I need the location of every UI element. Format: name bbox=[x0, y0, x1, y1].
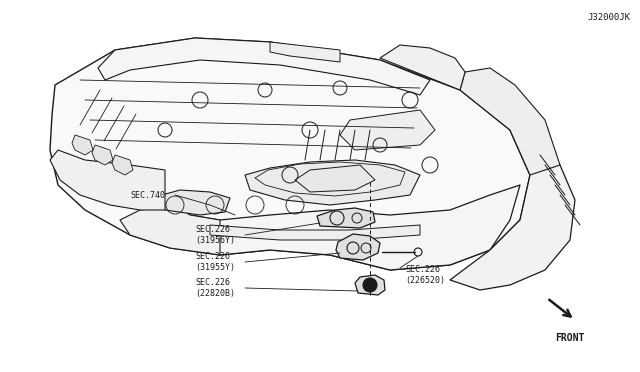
Text: SEC.226
(31955Y): SEC.226 (31955Y) bbox=[195, 252, 235, 272]
Polygon shape bbox=[245, 160, 420, 205]
Polygon shape bbox=[380, 45, 465, 90]
Polygon shape bbox=[210, 225, 420, 240]
Polygon shape bbox=[120, 205, 220, 255]
Polygon shape bbox=[50, 38, 530, 270]
Polygon shape bbox=[295, 165, 375, 192]
Text: J32000JK: J32000JK bbox=[587, 13, 630, 22]
Polygon shape bbox=[340, 110, 435, 150]
Text: FRONT: FRONT bbox=[555, 333, 584, 343]
Polygon shape bbox=[72, 135, 93, 155]
Text: SEC.226
(22820B): SEC.226 (22820B) bbox=[195, 278, 235, 298]
Polygon shape bbox=[112, 155, 133, 175]
Polygon shape bbox=[158, 190, 230, 215]
Text: SEC.226
(31956Y): SEC.226 (31956Y) bbox=[195, 225, 235, 245]
Polygon shape bbox=[270, 42, 340, 62]
Polygon shape bbox=[336, 234, 380, 260]
Polygon shape bbox=[317, 208, 375, 228]
Polygon shape bbox=[92, 145, 113, 165]
Circle shape bbox=[363, 278, 377, 292]
Polygon shape bbox=[450, 130, 575, 290]
Text: SEC.226
(226520): SEC.226 (226520) bbox=[405, 265, 445, 285]
Polygon shape bbox=[50, 150, 165, 210]
Polygon shape bbox=[98, 38, 430, 95]
Text: SEC.740: SEC.740 bbox=[130, 190, 165, 199]
Polygon shape bbox=[175, 185, 520, 270]
Polygon shape bbox=[355, 275, 385, 295]
Polygon shape bbox=[460, 68, 560, 175]
